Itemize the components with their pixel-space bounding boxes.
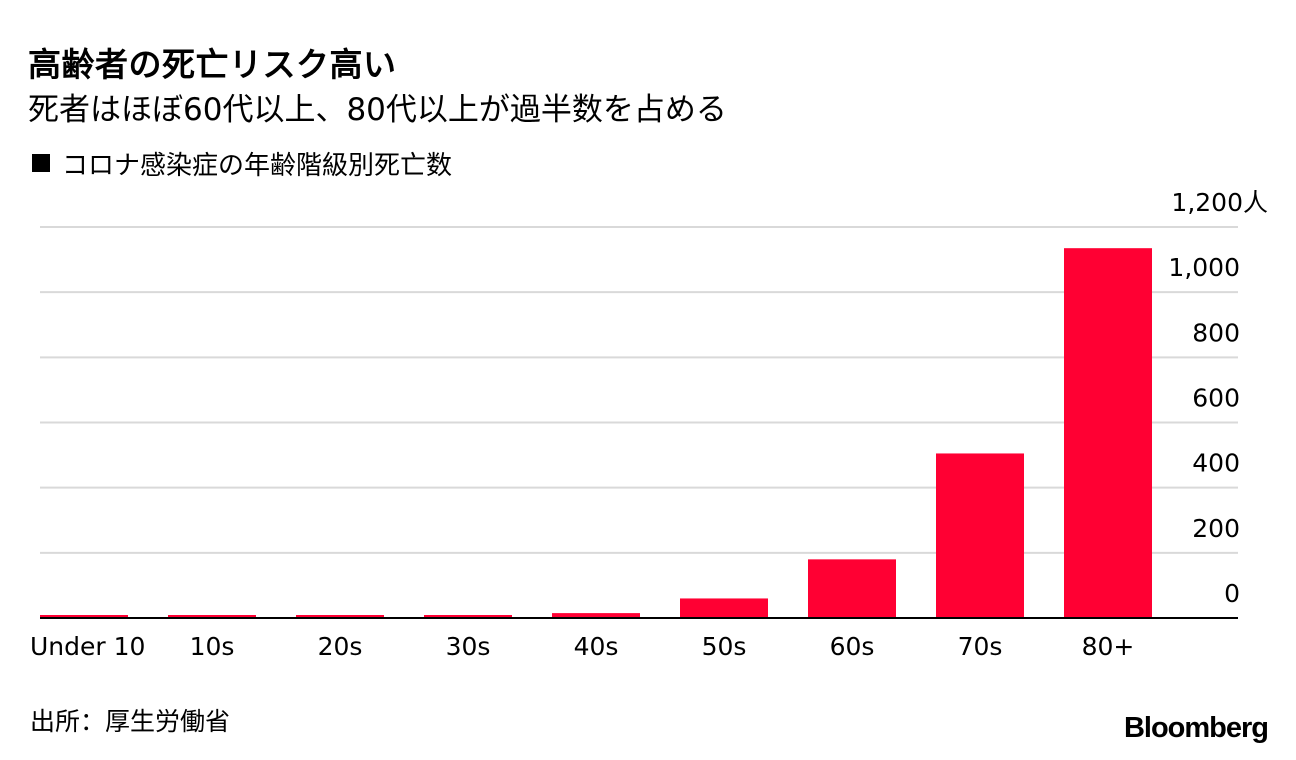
y-tick-label: 1,000 [1168, 253, 1240, 282]
x-tick-label: 80+ [1082, 632, 1135, 661]
bar [1064, 248, 1152, 618]
bloomberg-logo: Bloomberg [1123, 712, 1269, 744]
y-tick-label: 600 [1192, 384, 1240, 413]
x-tick-label: 10s [190, 632, 235, 661]
bar [296, 615, 384, 618]
bar [680, 598, 768, 618]
bars [40, 248, 1152, 618]
y-tick-label: 1,200人 [1171, 188, 1268, 217]
x-tick-label: 60s [830, 632, 875, 661]
bar [424, 615, 512, 618]
x-tick-label: 50s [702, 632, 747, 661]
y-tick-label: 400 [1192, 449, 1240, 478]
bar [808, 559, 896, 618]
bar [168, 615, 256, 618]
bar [40, 615, 128, 618]
x-tick-label: Under 10 [30, 632, 145, 661]
x-tick-label: 70s [958, 632, 1003, 661]
legend-swatch [32, 154, 50, 172]
y-axis-ticks: 0 200 400 600 800 1,000 1,200人 [1168, 188, 1268, 608]
y-tick-label: 200 [1192, 514, 1240, 543]
x-axis-ticks: Under 10 10s 20s 30s 40s 50s 60s 70s 80+ [30, 632, 1134, 661]
x-tick-label: 30s [446, 632, 491, 661]
source-note: 出所：厚生労働省 [30, 707, 231, 736]
y-tick-label: 800 [1192, 318, 1240, 347]
bar [552, 613, 640, 618]
bar [936, 453, 1024, 618]
legend-label: コロナ感染症の年齢階級別死亡数 [62, 150, 453, 181]
chart-title: 高齢者の死亡リスク高い [28, 45, 397, 84]
y-tick-label: 0 [1224, 579, 1240, 608]
x-tick-label: 40s [574, 632, 619, 661]
gridlines [40, 226, 1238, 554]
x-tick-label: 20s [318, 632, 363, 661]
legend: コロナ感染症の年齢階級別死亡数 [32, 146, 453, 181]
chart-subtitle: 死者はほぼ60代以上、80代以上が過半数を占める [28, 92, 727, 128]
